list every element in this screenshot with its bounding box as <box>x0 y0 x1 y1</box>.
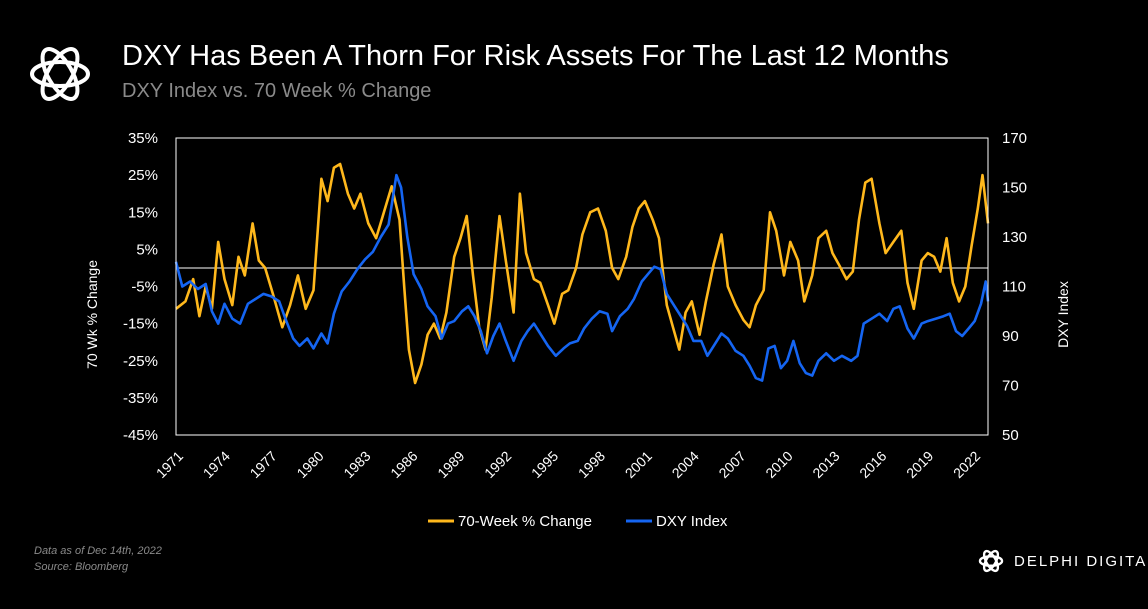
x-tick-label: 1989 <box>434 448 467 481</box>
x-tick-label: 2016 <box>856 448 889 481</box>
x-tick-label: 1983 <box>340 448 373 481</box>
left-axis-title: 70 Wk % Change <box>84 260 100 369</box>
right-tick-label: 150 <box>1002 180 1027 197</box>
right-tick-label: 70 <box>1002 378 1019 395</box>
left-tick-label: 35% <box>128 130 158 147</box>
x-tick-label: 1977 <box>247 448 280 481</box>
left-tick-label: -45% <box>123 427 158 444</box>
left-tick-label: -15% <box>123 316 158 333</box>
right-tick-label: 130 <box>1002 229 1027 246</box>
right-tick-label: 110 <box>1002 279 1026 296</box>
chart-title: DXY Has Been A Thorn For Risk Assets For… <box>122 40 949 72</box>
delphi-knot-icon <box>30 47 90 101</box>
x-tick-label: 2004 <box>669 448 702 481</box>
x-tick-label: 1992 <box>481 448 514 481</box>
x-tick-label: 2013 <box>809 448 842 481</box>
left-tick-label: 5% <box>136 241 158 258</box>
x-tick-label: 1971 <box>153 448 186 481</box>
series-dxy-index-line <box>174 173 990 382</box>
x-tick-label: 1998 <box>575 448 608 481</box>
brand-logo: DELPHI DIGITAL <box>976 546 1148 576</box>
x-tick-label: 1974 <box>200 448 233 481</box>
left-tick-label: 25% <box>128 167 158 184</box>
delphi-knot-small-icon <box>978 549 1004 573</box>
x-tick-label: 2010 <box>762 448 795 481</box>
chart-subtitle: DXY Index vs. 70 Week % Change <box>122 80 432 102</box>
data-date-note: Data as of Dec 14th, 2022 <box>34 545 162 557</box>
brand-name: DELPHI DIGITAL <box>1014 553 1148 570</box>
x-tick-label: 1995 <box>528 448 561 481</box>
x-tick-label: 2007 <box>715 448 748 481</box>
left-tick-label: -25% <box>123 353 158 370</box>
series-70wk-change-line <box>175 162 990 385</box>
legend-label-dxy-index: DXY Index <box>656 513 728 530</box>
left-tick-label: -5% <box>131 279 158 296</box>
data-source-note: Source: Bloomberg <box>34 561 129 573</box>
left-tick-label: 15% <box>128 204 158 221</box>
x-tick-label: 2022 <box>950 448 983 481</box>
x-tick-label: 2001 <box>622 448 655 481</box>
x-tick-label: 1980 <box>293 448 326 481</box>
right-tick-label: 50 <box>1002 427 1019 444</box>
x-tick-label: 2019 <box>903 448 936 481</box>
x-tick-label: 1986 <box>387 448 420 481</box>
plot-border <box>175 137 989 436</box>
right-axis-title: DXY Index <box>1055 281 1071 348</box>
legend-label-70wk-change: 70-Week % Change <box>458 513 592 530</box>
right-tick-label: 90 <box>1002 328 1019 345</box>
left-tick-label: -35% <box>123 390 158 407</box>
right-tick-label: 170 <box>1002 130 1027 147</box>
